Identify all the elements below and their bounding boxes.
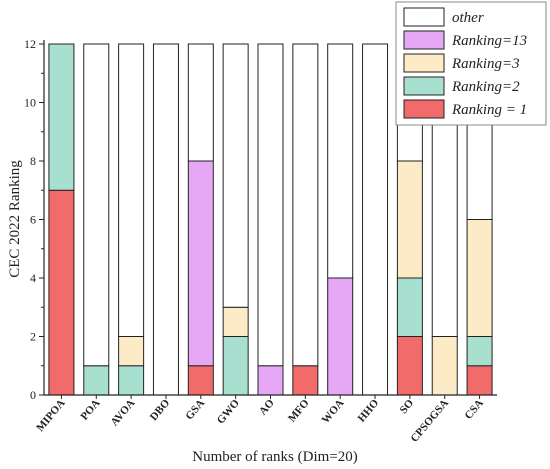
legend-label: Ranking = 1	[451, 102, 527, 118]
x-tick-label: DBO	[148, 397, 173, 423]
bar-segment-so-series-2	[396, 160, 423, 279]
x-tick-label: SO	[398, 397, 417, 416]
bar-segment-gsa-series-3	[187, 160, 214, 367]
bar-segment-ao-series-4	[257, 43, 284, 367]
x-tick-label: AO	[257, 397, 277, 418]
y-tick-label: 6	[30, 213, 36, 227]
x-tick-label: GSA	[183, 397, 207, 422]
legend-swatch	[403, 7, 445, 27]
bar-segment-gwo-series-1	[222, 336, 249, 396]
legend-label: other	[452, 10, 484, 26]
bar-segment-hho-series-4	[362, 43, 389, 396]
x-tick-label: MIPOA	[34, 397, 68, 434]
bar-segment-csa-series-2	[466, 219, 493, 337]
bar-segment-mipoa-series-0	[48, 189, 75, 396]
bar-segment-poa-series-4	[83, 43, 110, 367]
x-tick-label: HHO	[356, 397, 382, 425]
x-tick-label: POA	[78, 397, 102, 423]
bar-segment-avoa-series-1	[118, 365, 145, 396]
bar-segment-avoa-series-2	[118, 336, 145, 367]
y-axis-title: CEC 2022 Ranking	[7, 160, 23, 278]
y-tick-label: 12	[24, 37, 36, 51]
y-tick-label: 2	[30, 330, 36, 344]
bar-segment-woa-series-4	[327, 43, 354, 279]
legend-label: Ranking=13	[451, 33, 527, 49]
x-tick-label: GWO	[215, 397, 243, 427]
legend-swatch	[403, 53, 445, 73]
bar-segment-gsa-series-0	[187, 365, 214, 396]
x-axis-title: Number of ranks (Dim=20)	[192, 449, 358, 465]
legend-label: Ranking=3	[451, 56, 520, 72]
bar-segment-gwo-series-2	[222, 306, 249, 337]
x-tick-label: AVOA	[108, 397, 137, 428]
bar-segment-woa-series-3	[327, 277, 354, 396]
y-tick-label: 10	[24, 96, 36, 110]
legend-swatch	[403, 99, 445, 119]
x-tick-label: WOA	[320, 397, 347, 426]
bar-segment-csa-series-0	[466, 365, 493, 396]
bar-segment-dbo-series-4	[152, 43, 179, 396]
bar-segment-so-series-0	[396, 336, 423, 396]
bars-layer	[48, 43, 493, 396]
bar-segment-poa-series-1	[83, 365, 110, 396]
bar-segment-mfo-series-0	[292, 365, 319, 396]
y-tick-label: 4	[30, 271, 36, 285]
legend-swatch	[403, 76, 445, 96]
bar-segment-mipoa-series-1	[48, 43, 75, 191]
bar-segment-gwo-series-4	[222, 43, 249, 308]
y-tick-label: 8	[30, 154, 36, 168]
x-tick-label: MFO	[286, 397, 312, 425]
bar-segment-csa-series-1	[466, 336, 493, 367]
bar-segment-so-series-1	[396, 277, 423, 337]
bar-segment-mfo-series-4	[292, 43, 319, 367]
legend-swatch	[403, 30, 445, 50]
legend: other Ranking=13 Ranking=3 Ranking=2 Ranking…	[395, 1, 547, 126]
legend-label: Ranking=2	[451, 79, 520, 95]
bar-segment-cpsogsa-series-2	[431, 336, 458, 396]
bar-segment-gsa-series-4	[187, 43, 214, 162]
y-tick-label: 0	[30, 388, 36, 402]
bar-segment-ao-series-3	[257, 365, 284, 396]
bar-segment-avoa-series-4	[118, 43, 145, 337]
x-tick-label: CSA	[463, 397, 486, 422]
